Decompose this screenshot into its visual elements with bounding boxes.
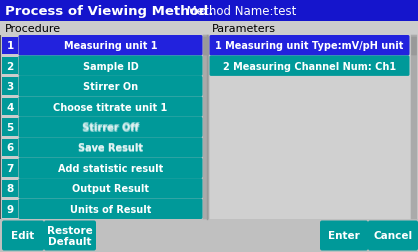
FancyBboxPatch shape [2,160,18,177]
Text: 8: 8 [6,184,14,194]
FancyBboxPatch shape [18,77,202,97]
Text: 3: 3 [6,82,14,92]
FancyBboxPatch shape [2,58,18,75]
FancyBboxPatch shape [0,22,418,36]
Text: Save Result: Save Result [79,142,143,152]
Text: Stirrer Off: Stirrer Off [83,122,139,132]
FancyBboxPatch shape [2,139,18,156]
Text: 1 Measuring unit Type:mV/pH unit: 1 Measuring unit Type:mV/pH unit [215,41,404,51]
Text: 4: 4 [6,102,14,112]
FancyBboxPatch shape [209,36,410,56]
FancyBboxPatch shape [44,220,96,250]
Text: Stirrer Off: Stirrer Off [83,123,139,133]
Text: Stirrer Off: Stirrer Off [82,122,138,132]
Text: Cancel: Cancel [373,231,413,241]
Text: Procedure: Procedure [5,24,61,34]
FancyBboxPatch shape [18,178,202,199]
FancyBboxPatch shape [18,199,202,219]
Text: Save Result: Save Result [77,143,143,153]
FancyBboxPatch shape [203,38,209,56]
Text: Add statistic result: Add statistic result [58,163,163,173]
Text: Process of Viewing Method.: Process of Viewing Method. [5,5,213,17]
FancyBboxPatch shape [209,56,410,77]
Text: Save Result: Save Result [77,142,143,152]
Text: Choose titrate unit 1: Choose titrate unit 1 [54,102,168,112]
Text: Measuring unit 1: Measuring unit 1 [64,41,157,51]
Text: Save Result: Save Result [78,143,143,153]
Text: Sample ID: Sample ID [83,61,138,71]
FancyBboxPatch shape [208,36,418,219]
FancyBboxPatch shape [18,158,202,178]
FancyBboxPatch shape [18,138,202,158]
FancyBboxPatch shape [18,117,202,138]
Text: 9: 9 [6,204,13,214]
Text: 1: 1 [6,41,14,51]
Text: Method Name:test: Method Name:test [183,5,296,17]
Text: Edit: Edit [11,231,35,241]
FancyBboxPatch shape [2,78,18,96]
FancyBboxPatch shape [411,36,417,219]
Text: Stirrer On: Stirrer On [83,82,138,92]
Text: 6: 6 [6,143,14,153]
Text: Stirrer Off: Stirrer Off [82,122,139,133]
FancyBboxPatch shape [0,0,418,22]
Text: 2 Measuring Channel Num: Ch1: 2 Measuring Channel Num: Ch1 [223,61,396,71]
FancyBboxPatch shape [2,119,18,136]
Text: 7: 7 [6,163,14,173]
Text: 5: 5 [6,122,14,133]
FancyBboxPatch shape [2,37,18,55]
Text: Parameters: Parameters [212,24,276,34]
Text: Restore
Default: Restore Default [47,225,93,246]
FancyBboxPatch shape [368,220,418,250]
FancyBboxPatch shape [2,200,18,218]
FancyBboxPatch shape [411,38,417,56]
FancyBboxPatch shape [203,36,209,219]
Text: 2: 2 [6,61,14,71]
FancyBboxPatch shape [18,36,202,56]
FancyBboxPatch shape [18,56,202,77]
FancyBboxPatch shape [2,220,44,250]
FancyBboxPatch shape [2,99,18,116]
Text: Output Result: Output Result [72,184,149,194]
FancyBboxPatch shape [320,220,368,250]
FancyBboxPatch shape [2,180,18,197]
Text: Units of Result: Units of Result [70,204,151,214]
Text: Enter: Enter [328,231,360,241]
Text: Stirrer Off: Stirrer Off [82,123,138,133]
FancyBboxPatch shape [18,97,202,117]
FancyBboxPatch shape [0,219,418,252]
Text: Save Result: Save Result [79,143,143,153]
